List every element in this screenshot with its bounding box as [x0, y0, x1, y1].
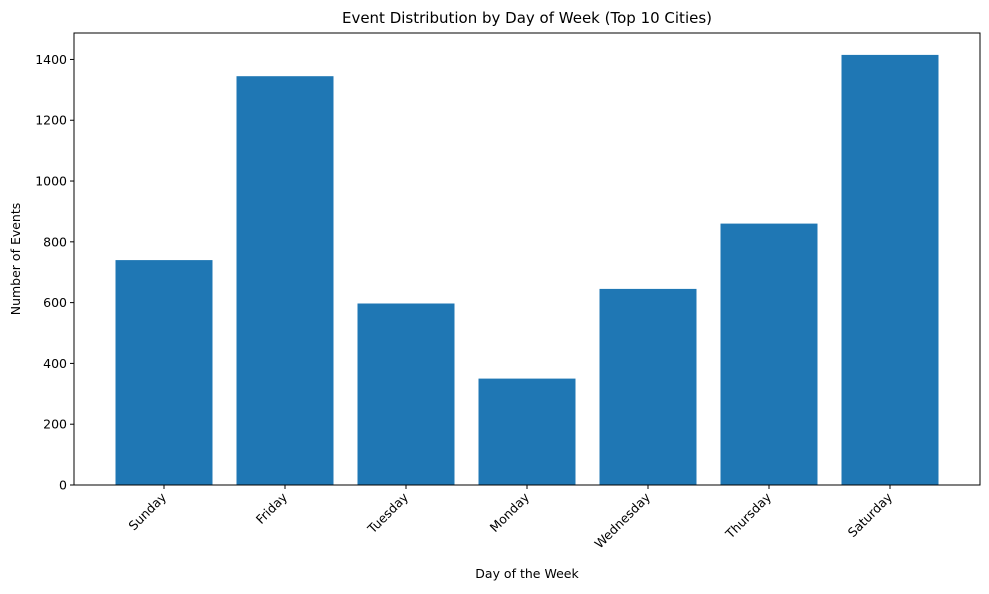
bar-saturday: [841, 54, 939, 486]
bar-friday: [236, 76, 334, 485]
y-tick-label-0: 0: [59, 478, 67, 493]
chart-title: Event Distribution by Day of Week (Top 1…: [342, 9, 712, 27]
bars-layer: [115, 54, 939, 486]
y-tick-label-1200: 1200: [35, 113, 67, 128]
bar-thursday: [720, 223, 818, 485]
bar-tuesday: [357, 303, 455, 485]
x-axis-title: Day of the Week: [475, 566, 579, 581]
y-tick-label-1400: 1400: [35, 52, 67, 67]
y-tick-label-400: 400: [43, 356, 67, 371]
y-tick-label-600: 600: [43, 295, 67, 310]
y-tick-label-800: 800: [43, 234, 67, 249]
bar-wednesday: [599, 288, 697, 485]
bar-sunday: [115, 260, 213, 485]
y-axis-title: Number of Events: [8, 203, 23, 316]
y-axis: 0 200 400 600 800 1000 1200 1400: [35, 52, 74, 493]
y-tick-label-1000: 1000: [35, 174, 67, 189]
y-tick-label-200: 200: [43, 417, 67, 432]
bar-monday: [478, 378, 576, 485]
